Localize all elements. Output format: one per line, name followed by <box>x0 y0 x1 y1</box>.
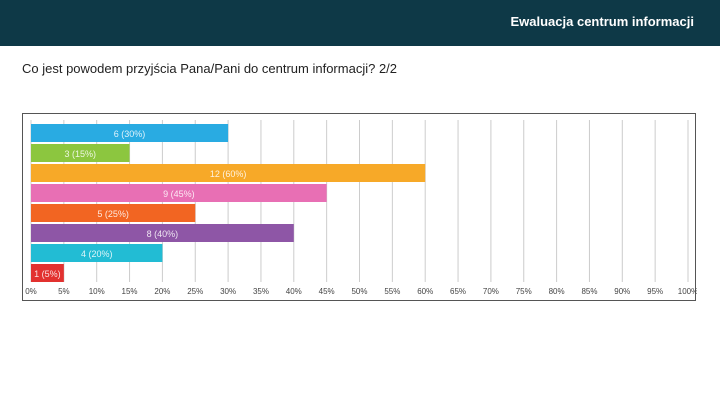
bar <box>31 124 229 142</box>
x-tick-label: 30% <box>220 287 236 296</box>
slide-title: Ewaluacja centrum informacji <box>510 14 694 29</box>
slide-header: Ewaluacja centrum informacji <box>0 0 720 46</box>
question-text: Co jest powodem przyjścia Pana/Pani do c… <box>22 61 398 76</box>
bar-data-label: 8 (40%) <box>147 229 179 239</box>
x-tick-label: 10% <box>89 287 105 296</box>
bar <box>31 144 130 162</box>
x-tick-label: 0% <box>25 287 37 296</box>
x-tick-label: 85% <box>581 287 597 296</box>
x-tick-label: 40% <box>286 287 302 296</box>
bar <box>31 244 163 262</box>
bar-data-label: 12 (60%) <box>210 169 247 179</box>
x-tick-label: 60% <box>417 287 433 296</box>
bar-data-label: 1 (5%) <box>34 269 61 279</box>
x-tick-label: 95% <box>647 287 663 296</box>
x-tick-label: 65% <box>450 287 466 296</box>
x-tick-label: 15% <box>122 287 138 296</box>
x-tick-label: 50% <box>351 287 367 296</box>
bar <box>31 184 327 202</box>
x-tick-label: 25% <box>187 287 203 296</box>
x-tick-label: 5% <box>58 287 70 296</box>
bar <box>31 164 426 182</box>
bar <box>31 204 196 222</box>
chart-svg: 6 (30%) 3 (15%) 12 (60%) 9 (45%) 5 (25%) 8 (4… <box>25 120 697 296</box>
x-tick-label: 80% <box>549 287 565 296</box>
bar-data-label: 6 (30%) <box>114 129 146 139</box>
bar <box>31 264 64 282</box>
x-tick-label: 45% <box>319 287 335 296</box>
x-tick-label: 55% <box>384 287 400 296</box>
x-tick-label: 90% <box>614 287 630 296</box>
x-tick-label: 100% <box>678 287 697 296</box>
bar-data-label: 5 (25%) <box>97 209 129 219</box>
x-tick-label: 35% <box>253 287 269 296</box>
bar-chart: 6 (30%) 3 (15%) 12 (60%) 9 (45%) 5 (25%) 8 (4… <box>22 113 697 301</box>
x-tick-label: 75% <box>516 287 532 296</box>
bar-data-label: 4 (20%) <box>81 249 113 259</box>
bar-data-label: 9 (45%) <box>163 189 195 199</box>
bar <box>31 224 294 242</box>
x-tick-label: 20% <box>154 287 170 296</box>
bar-data-label: 3 (15%) <box>65 149 97 159</box>
x-tick-label: 70% <box>483 287 499 296</box>
